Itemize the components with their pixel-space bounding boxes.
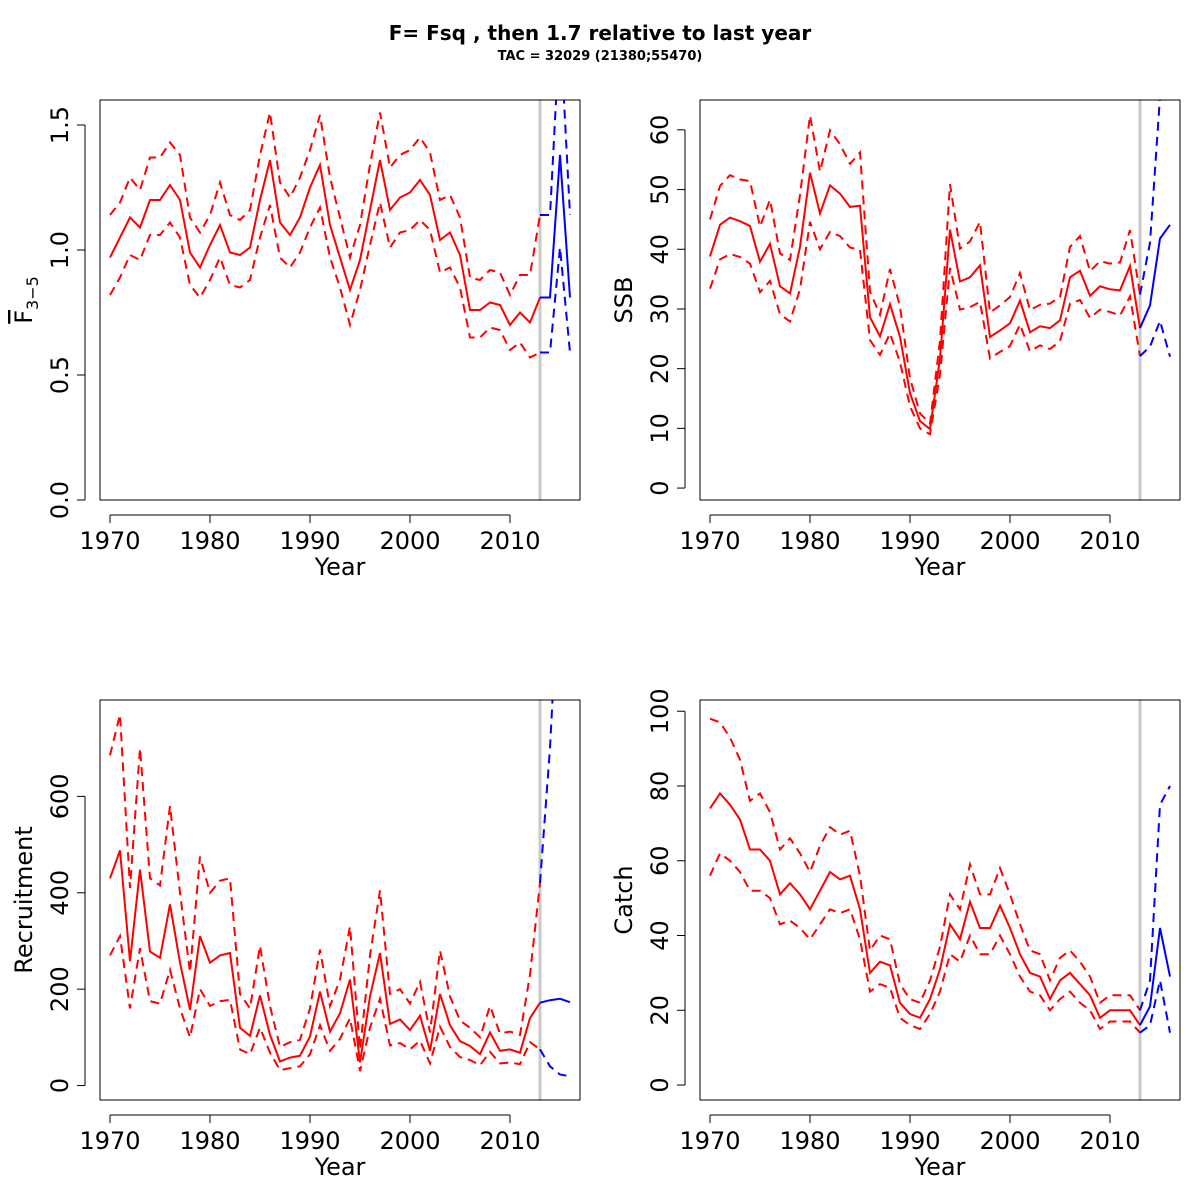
x-tick-label: 2010: [479, 1127, 540, 1155]
y-axis-label: F3−5: [10, 276, 42, 324]
x-axis-label: Year: [914, 1153, 966, 1181]
forecast-upper-line: [1139, 785, 1171, 1011]
y-tick-label: 60: [646, 115, 674, 146]
x-tick-label: 1970: [79, 1127, 140, 1155]
y-tick-label: 1.0: [46, 231, 74, 269]
y-axis-label: SSB: [610, 277, 638, 324]
x-tick-label: 2000: [379, 527, 440, 555]
y-tick-label: 40: [646, 234, 674, 265]
x-tick-label: 2000: [379, 1127, 440, 1155]
plot-series: [109, 100, 571, 359]
x-tick-label: 1970: [679, 527, 740, 555]
forecast-upper-line: [1139, 100, 1161, 295]
y-tick-label: 30: [646, 294, 674, 325]
x-tick-label: 1990: [879, 527, 940, 555]
historic-mid-line: [109, 159, 541, 327]
x-tick-label: 2000: [979, 1127, 1040, 1155]
forecast-lower-line: [540, 247, 571, 354]
y-tick-label: 100: [646, 688, 674, 734]
y-axis-label: Recruitment: [10, 826, 38, 973]
y-tick-label: 1.5: [46, 106, 74, 144]
y-tick-label: 60: [646, 845, 674, 876]
figure-title: F= Fsq , then 1.7 relative to last year: [389, 21, 812, 45]
forecast-lower-line: [539, 1048, 571, 1078]
y-tick-label: 20: [646, 353, 674, 384]
historic-mid-line: [709, 791, 1141, 1026]
panel-ssb: 1970 1980 1990 2000 2010 Year 0 10 20 30 40 50 60 SSB: [610, 99, 1181, 581]
x-tick-label: 1970: [679, 1127, 740, 1155]
y-tick-label: 50: [646, 174, 674, 205]
historic-upper-line: [709, 115, 1141, 426]
x-tick-label: 1980: [779, 1127, 840, 1155]
y-tick-label: 0.0: [46, 481, 74, 519]
historic-lower-line: [109, 202, 541, 359]
forecast-lower-line: [1139, 317, 1171, 357]
panel-recruitment: 1970 1980 1990 2000 2010 Year 0 200 400 600 Recrui…: [10, 699, 581, 1181]
y-tick-label: 0: [646, 1077, 674, 1092]
x-tick-label: 2010: [1079, 1127, 1140, 1155]
plot-frame: [99, 699, 581, 1101]
forecast-mid-line: [1139, 224, 1171, 329]
x-tick-label: 2010: [479, 527, 540, 555]
historic-mid-line: [709, 172, 1141, 431]
x-tick-label: 1980: [179, 1127, 240, 1155]
x-tick-label: 1990: [879, 1127, 940, 1155]
historic-upper-line: [109, 714, 541, 1050]
y-tick-label: 0: [46, 1078, 74, 1093]
forecast-lower-line: [1139, 980, 1171, 1034]
plot-series: [709, 717, 1171, 1034]
x-tick-label: 1970: [79, 527, 140, 555]
x-tick-label: 1980: [779, 527, 840, 555]
x-tick-label: 1990: [279, 527, 340, 555]
y-axis-label-main: F: [10, 310, 38, 324]
plot-frame: [99, 99, 581, 501]
x-tick-label: 2010: [1079, 527, 1140, 555]
y-tick-label: 400: [46, 870, 74, 916]
x-tick-label: 1990: [279, 1127, 340, 1155]
historic-upper-line: [709, 717, 1141, 1011]
forecast-mid-line: [540, 154, 571, 299]
y-tick-label: 0.5: [46, 356, 74, 394]
forecast-mid-line: [1139, 927, 1171, 1026]
plot-frame: [699, 99, 1181, 501]
historic-lower-line: [709, 221, 1141, 436]
historic-lower-line: [709, 851, 1141, 1034]
panel-catch: 1970 1980 1990 2000 2010 Year 0 20 40 60 80 100 Catc…: [610, 688, 1181, 1181]
historic-upper-line: [109, 112, 541, 298]
y-tick-label: 80: [646, 771, 674, 802]
y-tick-label: 0: [646, 480, 674, 495]
figure-subtitle: TAC = 32029 (21380;55470): [498, 49, 703, 64]
y-axis-label: Catch: [610, 865, 638, 934]
historic-lower-line: [109, 932, 541, 1072]
y-axis-label-subscript: 3−5: [23, 276, 42, 310]
plot-frame: [699, 699, 1181, 1101]
y-tick-label: 200: [46, 966, 74, 1012]
y-tick-label: 10: [646, 413, 674, 444]
historic-mid-line: [109, 850, 541, 1063]
panel-fbar: 1970 1980 1990 2000 2010 Year 0.0 0.5 1.0 1.5 F3−5: [10, 99, 581, 581]
x-tick-label: 1980: [179, 527, 240, 555]
y-tick-label: 20: [646, 995, 674, 1026]
x-axis-label: Year: [314, 1153, 366, 1181]
plot-series: [109, 700, 571, 1078]
x-tick-label: 2000: [979, 527, 1040, 555]
y-tick-label: 600: [46, 773, 74, 819]
x-axis-label: Year: [314, 553, 366, 581]
y-tick-label: 40: [646, 920, 674, 951]
plot-series: [709, 100, 1171, 436]
forecast-upper-line: [539, 700, 554, 884]
forecast-mid-line: [539, 997, 571, 1004]
forecast-upper-line: [540, 100, 571, 216]
x-axis-label: Year: [914, 553, 966, 581]
chart-panels: 1970 1980 1990 2000 2010Year0.00.51.01.5F3−5…: [10, 99, 1181, 1181]
